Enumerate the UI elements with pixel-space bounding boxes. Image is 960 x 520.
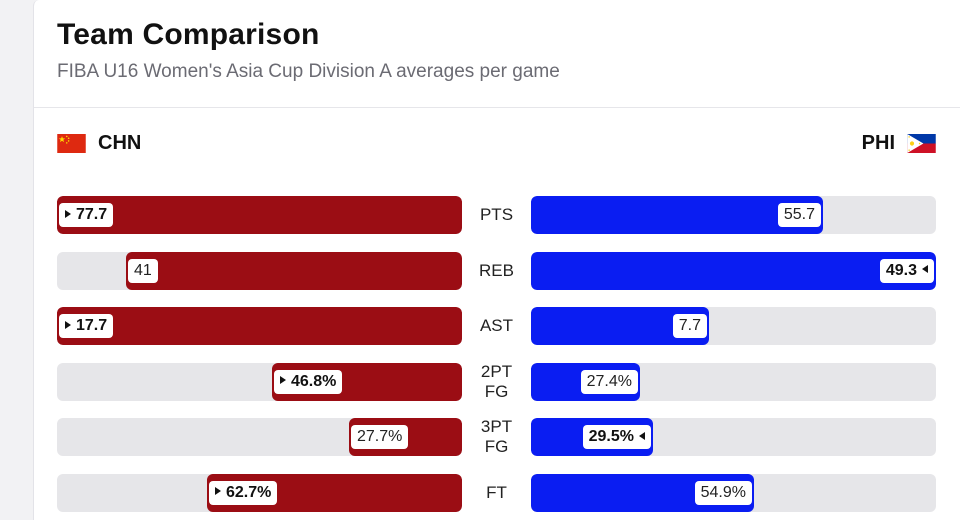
right-stat-value: 54.9% xyxy=(694,480,752,505)
leader-arrow-icon xyxy=(280,376,286,385)
value-text: 77.7 xyxy=(76,206,108,223)
right-bar-track: 49.3 xyxy=(531,251,936,290)
right-bar-track: 7.7 xyxy=(531,307,936,345)
stat-label: FT xyxy=(462,474,531,512)
leader-arrow-icon xyxy=(215,487,221,496)
stat-label: 3PT FG xyxy=(462,417,531,456)
stat-row: 17.7 7.7 AST xyxy=(34,307,960,345)
left-stat-value: 46.8% xyxy=(274,369,343,394)
value-text: 7.7 xyxy=(678,317,701,334)
left-bar-fill xyxy=(57,196,462,234)
left-stat-value: 27.7% xyxy=(351,425,409,449)
value-text: 41 xyxy=(134,261,152,279)
right-bar-track: 55.7 xyxy=(531,196,936,234)
philippines-flag-icon xyxy=(907,133,936,153)
right-bar-fill xyxy=(531,196,823,234)
stat-label-text: AST xyxy=(479,316,514,335)
leader-arrow-icon xyxy=(639,431,645,440)
leader-arrow-icon xyxy=(922,265,928,274)
stat-label-text: FT xyxy=(486,482,507,502)
stat-row: 62.7% 54.9% FT xyxy=(34,473,960,512)
right-bar-fill xyxy=(531,251,936,290)
card-title: Team Comparison xyxy=(57,18,320,51)
stat-row: 41 49.3 REB xyxy=(34,251,960,290)
left-bar-track: 17.7 xyxy=(57,307,462,345)
left-bar-fill xyxy=(57,307,462,345)
value-text: 62.7% xyxy=(226,483,272,501)
stat-row: 77.7 55.7 PTS xyxy=(34,196,960,234)
left-bar-track: 77.7 xyxy=(57,196,462,234)
leader-arrow-icon xyxy=(65,209,71,218)
value-text: 27.4% xyxy=(586,372,632,390)
right-stat-value: 27.4% xyxy=(580,369,638,394)
right-stat-value: 7.7 xyxy=(672,314,707,338)
left-stat-value: 62.7% xyxy=(209,480,278,505)
right-stat-value: 55.7 xyxy=(777,203,821,227)
team-left: CHN xyxy=(57,132,141,154)
left-bar-fill xyxy=(126,251,462,290)
stat-row: 27.7% 29.5% 3PT FG xyxy=(34,417,960,456)
left-stat-value: 77.7 xyxy=(59,203,114,227)
card-header: Team Comparison FIBA U16 Women's Asia Cu… xyxy=(34,0,960,108)
card-subtitle: FIBA U16 Women's Asia Cup Division A ave… xyxy=(57,61,560,82)
value-text: 55.7 xyxy=(783,206,815,223)
right-bar-track: 54.9% xyxy=(531,473,936,512)
leader-arrow-icon xyxy=(65,320,71,329)
left-stat-value: 17.7 xyxy=(59,314,114,338)
value-text: 17.7 xyxy=(76,317,108,334)
right-bar-track: 29.5% xyxy=(531,418,936,456)
stat-label: PTS xyxy=(462,196,531,234)
stat-label-text: 3PT FG xyxy=(480,417,513,456)
right-stat-value: 29.5% xyxy=(582,425,651,449)
value-text: 49.3 xyxy=(885,261,917,279)
stat-label: AST xyxy=(462,307,531,345)
stat-label: REB xyxy=(462,252,531,290)
right-stat-value: 49.3 xyxy=(879,258,934,283)
stat-label: 2PT FG xyxy=(462,361,531,401)
stat-label-text: PTS xyxy=(479,205,514,224)
left-bar-track: 62.7% xyxy=(57,473,462,512)
left-bar-track: 27.7% xyxy=(57,418,462,456)
value-text: 29.5% xyxy=(588,428,634,445)
right-bar-track: 27.4% xyxy=(531,362,936,401)
left-bar-track: 41 xyxy=(57,251,462,290)
left-stat-value: 41 xyxy=(128,258,158,283)
team-left-code: CHN xyxy=(98,131,142,154)
team-comparison-card: Team Comparison FIBA U16 Women's Asia Cu… xyxy=(33,0,960,520)
left-bar-track: 46.8% xyxy=(57,362,462,401)
value-text: 27.7% xyxy=(357,428,403,445)
value-text: 46.8% xyxy=(291,372,337,390)
stat-label-text: REB xyxy=(479,260,514,280)
team-right-code: PHI xyxy=(861,131,895,154)
stat-label-text: 2PT FG xyxy=(480,361,513,401)
china-flag-icon xyxy=(57,133,86,153)
stat-row: 46.8% 27.4% 2PT FG xyxy=(34,361,960,401)
team-right: PHI xyxy=(862,132,936,154)
value-text: 54.9% xyxy=(700,483,746,501)
